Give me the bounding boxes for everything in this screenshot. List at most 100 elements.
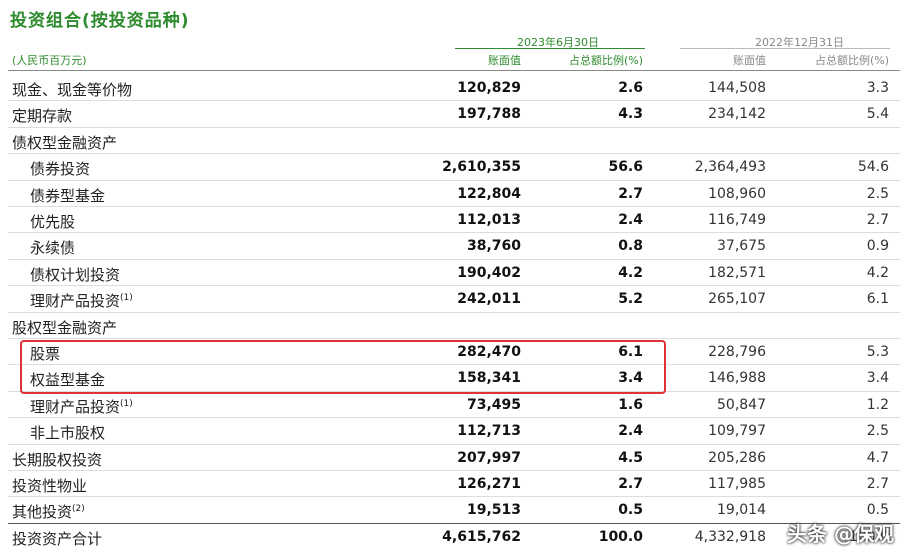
period2-header: 2022年12月31日 [755,36,844,49]
share-2023-cell: 1.6 [618,396,643,413]
book-value-2023-cell: 207,997 [457,449,521,466]
row-label: 现金、现金等价物 [12,79,132,100]
table-row: 股权型金融资产 [0,313,908,339]
book-value-2023-cell: 120,829 [457,80,521,96]
book-value-2022-cell: 228,796 [708,344,766,360]
book-value-2022-cell: 234,142 [708,106,766,123]
footnote-marker: (2) [72,504,85,515]
row-label: 债权型金融资产 [12,132,117,153]
share-2022-cell: 3.4 [866,370,889,387]
share-2023-cell: 4.5 [618,449,643,466]
row-label-text: 定期存款 [12,107,73,126]
book-value-2022-cell: 116,749 [708,212,766,228]
row-label-text: 理财产品投资 [30,292,121,311]
share-2022-cell: 1.2 [866,396,889,413]
share-2023-cell: 2.7 [618,476,643,492]
period1-header: 2023年6月30日 [517,36,599,49]
row-divider [8,285,900,287]
book-value-2023-cell: 158,341 [457,370,521,387]
book-value-2022-cell: 108,960 [708,185,766,202]
share-2023-cell: 0.8 [618,238,643,255]
table-row: 现金、现金等价物 120,829 2.6 144,508 3.3 [0,75,908,101]
book-value-2023-cell: 2,610,355 [442,159,521,176]
row-label-text: 优先股 [30,213,76,231]
share-2023-cell: 4.2 [618,264,643,281]
row-divider [8,153,900,155]
book-value-2023-cell: 122,804 [457,185,521,202]
book-value-2023-cell: 126,271 [457,476,521,492]
table-row: 非上市股权 112,713 2.4 109,797 2.5 [0,418,908,444]
share-2023-cell: 4.3 [618,106,643,123]
row-label: 理财产品投资(1) [30,290,133,311]
table-row: 投资性物业 126,271 2.7 117,985 2.7 [0,471,908,497]
row-label-text: 投资性物业 [12,477,88,495]
row-label-text: 理财产品投资 [30,397,121,416]
row-label-text: 债券投资 [30,160,91,179]
row-label: 股权型金融资产 [12,317,117,338]
share-2022-cell: 0.5 [866,502,889,519]
period1-underline [455,48,645,49]
row-divider [8,126,900,128]
row-divider [8,470,900,471]
share-2023-cell: 2.7 [618,185,643,202]
row-divider [8,258,900,260]
row-label-text: 非上市股权 [30,424,106,443]
table-row: 优先股 112,013 2.4 116,749 2.7 [0,207,908,233]
row-divider [8,232,900,234]
book-value-2022-cell: 117,985 [708,476,766,492]
book-value-2023-cell: 190,402 [457,264,521,281]
table-row: 投资资产合计 4,615,762 100.0 4,332,918 100.0 [0,524,908,550]
book-value-2022-cell: 182,571 [708,264,766,281]
share-2023-cell: 5.2 [618,291,643,308]
row-label: 优先股 [30,211,75,232]
share-2022-cell: 4.7 [866,449,889,466]
table-row: 债券型基金 122,804 2.7 108,960 2.5 [0,181,908,207]
table-row: 股票 282,470 6.1 228,796 5.3 [0,339,908,365]
period2-underline [680,48,890,49]
row-divider [8,100,900,102]
row-label: 长期股权投资 [12,449,102,470]
share-2022-cell: 5.4 [866,106,889,123]
table-row: 理财产品投资(1) 73,495 1.6 50,847 1.2 [0,392,908,418]
book-value-2023-cell: 282,470 [457,344,521,360]
book-value-2023-cell: 112,013 [457,212,521,228]
row-divider [8,338,900,339]
share-header-2: 占总额比例(%) [814,54,889,67]
book-value-2022-cell: 265,107 [708,291,766,308]
row-label-text: 现金、现金等价物 [12,81,133,99]
watermark: 头条 @保观 [787,522,894,546]
page-title: 投资组合(按投资品种) [10,11,190,31]
share-2022-cell: 0.9 [866,238,889,255]
row-divider [8,496,900,498]
table-row: 长期股权投资 207,997 4.5 205,286 4.7 [0,445,908,471]
book-value-2023-cell: 197,788 [457,106,521,123]
book-value-2022-cell: 50,847 [717,396,766,413]
row-label: 债券型基金 [30,185,105,206]
table-row: 永续债 38,760 0.8 37,675 0.9 [0,233,908,259]
row-label-text: 投资资产合计 [12,529,103,548]
share-2022-cell: 2.7 [866,476,889,492]
share-2022-cell: 2.5 [866,423,889,440]
book-value-2022-cell: 37,675 [717,238,766,255]
row-label: 非上市股权 [30,422,105,443]
share-2023-cell: 2.6 [618,80,643,96]
share-2023-cell: 2.4 [618,423,643,440]
row-label: 权益型基金 [30,369,105,390]
share-2023-cell: 0.5 [618,502,643,519]
share-2022-cell: 100.0 [848,528,889,545]
footnote-marker: (1) [120,398,133,409]
book-value-2022-cell: 205,286 [708,449,766,466]
row-label: 股票 [30,343,60,364]
share-header-1: 占总额比例(%) [568,54,643,67]
share-2022-cell: 4.2 [866,264,889,281]
share-2023-cell: 3.4 [618,370,643,387]
book-value-2022-cell: 4,332,918 [694,528,766,545]
total-rule [8,522,900,524]
book-value-header-2: 账面值 [733,54,766,67]
row-label-text: 股权型金融资产 [12,318,118,337]
row-divider [8,179,900,181]
footnote-marker: (1) [120,293,133,304]
table-row: 定期存款 197,788 4.3 234,142 5.4 [0,101,908,127]
share-2023-cell: 100.0 [598,528,643,545]
row-label-text: 股票 [30,345,61,363]
